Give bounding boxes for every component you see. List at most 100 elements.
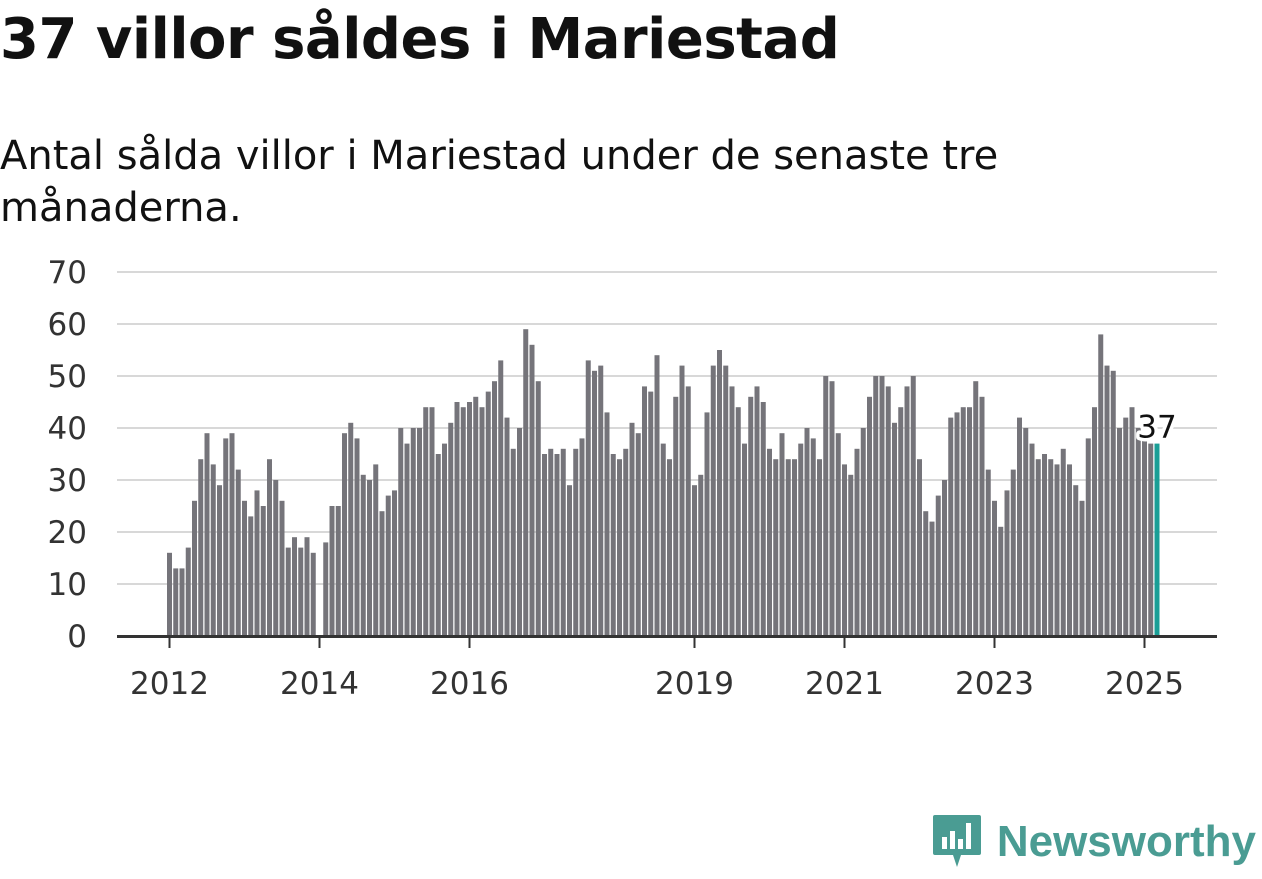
bar	[648, 391, 654, 636]
bar	[967, 407, 972, 636]
bar	[1129, 407, 1135, 636]
bar	[267, 459, 272, 636]
bar	[1010, 469, 1016, 636]
bar	[917, 459, 922, 636]
bar	[385, 495, 391, 636]
bar	[229, 433, 235, 636]
bar	[285, 547, 291, 636]
bar	[435, 454, 441, 636]
bar	[354, 438, 360, 636]
bar	[598, 365, 604, 636]
bar	[723, 365, 729, 636]
bar	[292, 537, 297, 636]
bar	[760, 402, 766, 636]
bar	[1117, 428, 1122, 636]
bar	[848, 474, 854, 636]
bar	[510, 448, 516, 636]
x-tick-label: 2021	[805, 666, 884, 702]
bar	[754, 386, 760, 636]
bar	[417, 428, 422, 636]
bar	[460, 407, 466, 636]
bar	[223, 438, 229, 636]
bar	[1142, 438, 1147, 636]
bar	[735, 407, 741, 636]
bar	[992, 500, 997, 636]
bar	[479, 407, 485, 636]
bar	[542, 454, 547, 636]
bar	[504, 417, 510, 636]
x-tick-label: 2023	[955, 666, 1034, 702]
x-axis: 2012 2014 2016 2019 2021 2023 2025	[130, 636, 1184, 702]
bar	[610, 454, 616, 636]
bar	[260, 506, 266, 636]
bar	[560, 448, 566, 636]
bar	[167, 552, 172, 636]
bar	[642, 386, 647, 636]
bar	[360, 474, 366, 636]
bar	[467, 402, 472, 636]
y-tick-label: 70	[48, 255, 87, 291]
bar	[348, 422, 354, 636]
bar	[898, 407, 904, 636]
bar	[948, 417, 954, 636]
last-value-label: 37	[1137, 410, 1176, 446]
bar	[454, 402, 460, 636]
bar	[1054, 464, 1060, 636]
bar	[242, 500, 247, 636]
bar	[742, 443, 747, 636]
bar	[367, 480, 372, 636]
newsworthy-logo-icon	[932, 815, 981, 867]
bar	[973, 381, 979, 636]
y-tick-label: 20	[48, 515, 87, 551]
bar	[854, 448, 860, 636]
bar	[629, 422, 635, 636]
bar	[235, 469, 241, 636]
bar	[398, 428, 404, 636]
bar	[885, 386, 891, 636]
bars	[167, 329, 1160, 636]
bar	[835, 433, 841, 636]
bar	[792, 459, 797, 636]
bar	[867, 396, 872, 636]
bar	[935, 495, 941, 636]
bar	[617, 459, 622, 636]
bar	[185, 547, 191, 636]
bar	[517, 428, 522, 636]
bar	[1073, 485, 1079, 636]
bar	[1048, 459, 1054, 636]
bar	[1092, 407, 1097, 636]
x-tick-label: 2012	[130, 666, 209, 702]
y-axis-labels: 0 10 20 30 40 50 60 70	[48, 255, 87, 655]
bar	[779, 433, 785, 636]
bar	[798, 443, 804, 636]
bar	[704, 412, 710, 636]
bar	[1098, 334, 1104, 636]
brand-name: Newsworthy	[996, 817, 1256, 866]
bar	[217, 485, 222, 636]
bar	[767, 448, 772, 636]
x-tick-label: 2025	[1105, 666, 1184, 702]
bar	[829, 381, 835, 636]
bar	[210, 464, 216, 636]
bar	[179, 568, 185, 636]
bar	[173, 568, 179, 636]
bar	[710, 365, 716, 636]
bar	[904, 386, 910, 636]
newsworthy-logo: Newsworthy	[931, 813, 1256, 871]
bar	[342, 433, 347, 636]
bar	[523, 329, 529, 636]
bar	[942, 480, 947, 636]
y-tick-label: 0	[67, 619, 87, 655]
bar	[585, 360, 591, 636]
bar	[860, 428, 866, 636]
bar	[448, 422, 454, 636]
bar	[1110, 370, 1116, 636]
bar	[1004, 490, 1010, 636]
bar	[823, 376, 829, 636]
bar	[192, 500, 197, 636]
bar	[667, 459, 672, 636]
x-tick-label: 2016	[430, 666, 509, 702]
bar	[1148, 443, 1154, 636]
bar	[1042, 454, 1047, 636]
